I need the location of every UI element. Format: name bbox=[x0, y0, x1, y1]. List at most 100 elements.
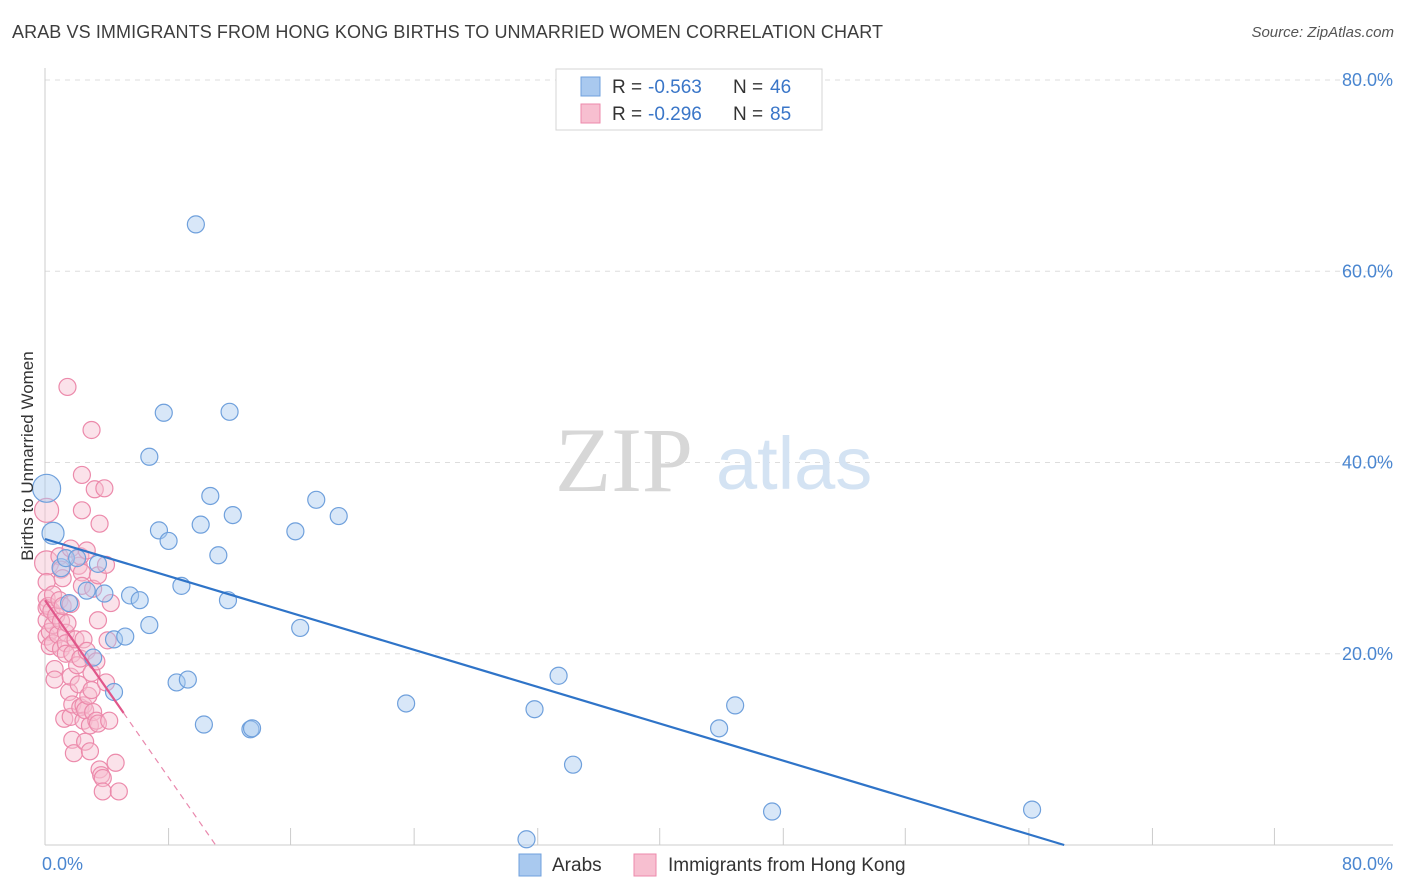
arab-point bbox=[154, 403, 173, 422]
hk-point bbox=[82, 680, 101, 700]
legend-n-label-arabs: N = bbox=[733, 77, 768, 98]
series-legend: Arabs Immigrants from Hong Kong bbox=[518, 853, 906, 877]
trend-line-arabs bbox=[44, 537, 1065, 847]
arab-point bbox=[104, 630, 124, 649]
arab-point bbox=[159, 531, 178, 551]
arab-points bbox=[32, 215, 1042, 849]
hk-point bbox=[90, 514, 109, 533]
legend-swatch-hk bbox=[580, 103, 601, 124]
arab-point bbox=[291, 618, 310, 638]
arab-point bbox=[762, 802, 782, 821]
axes bbox=[44, 68, 1393, 846]
arab-point bbox=[223, 505, 242, 525]
hk-point bbox=[106, 753, 125, 772]
y-tick-labels: 20.0% 40.0% 60.0% 80.0% bbox=[1342, 70, 1393, 664]
hk-point bbox=[72, 501, 92, 520]
hk-point bbox=[58, 377, 77, 397]
arab-point bbox=[194, 715, 213, 734]
hk-point bbox=[84, 579, 103, 598]
arab-point bbox=[242, 719, 262, 738]
arab-point bbox=[563, 755, 583, 774]
arab-point bbox=[241, 720, 260, 739]
hk-point bbox=[88, 714, 108, 733]
x-tick-label-min: 0.0% bbox=[42, 854, 83, 874]
hk-point bbox=[88, 611, 108, 630]
hk-point bbox=[34, 497, 60, 523]
legend-n-value-arabs: 46 bbox=[770, 77, 791, 98]
hk-point bbox=[79, 686, 98, 705]
arab-point bbox=[286, 522, 305, 541]
arab-point bbox=[59, 593, 79, 613]
legend-r-label-hk: R = bbox=[612, 104, 647, 125]
hk-point bbox=[101, 593, 120, 613]
hk-point bbox=[93, 768, 112, 788]
hk-points bbox=[34, 377, 128, 801]
bottom-swatch-arabs bbox=[518, 853, 542, 877]
arab-point bbox=[130, 591, 149, 610]
arab-point bbox=[51, 558, 71, 578]
arab-point bbox=[88, 554, 108, 573]
legend-swatch-arabs bbox=[580, 76, 601, 97]
arab-point bbox=[120, 586, 140, 605]
hk-point bbox=[109, 782, 128, 801]
arab-point bbox=[167, 673, 186, 692]
hk-point bbox=[76, 732, 95, 751]
grid-lines bbox=[45, 79, 1393, 655]
arab-point bbox=[209, 546, 228, 565]
arab-point bbox=[709, 719, 729, 738]
bottom-label-hk: Immigrants from Hong Kong bbox=[668, 855, 906, 876]
bottom-swatch-hk bbox=[633, 853, 657, 877]
hk-point bbox=[56, 644, 75, 663]
arab-point bbox=[140, 615, 159, 635]
arab-point bbox=[32, 473, 62, 503]
legend-n-label-hk: N = bbox=[733, 104, 768, 125]
legend-n-value-hk: 85 bbox=[770, 104, 791, 125]
source-credit: Source: ZipAtlas.com bbox=[1251, 24, 1394, 41]
arab-point bbox=[77, 581, 96, 600]
hk-point bbox=[85, 480, 104, 499]
chart-title: ARAB VS IMMIGRANTS FROM HONG KONG BIRTHS… bbox=[12, 22, 884, 42]
bottom-label-arabs: Arabs bbox=[552, 855, 602, 876]
trend-lines bbox=[44, 537, 1065, 847]
hk-point bbox=[64, 744, 83, 763]
arab-point bbox=[307, 490, 326, 509]
hk-point bbox=[45, 670, 64, 689]
hk-point bbox=[55, 709, 74, 728]
arab-point bbox=[329, 506, 348, 526]
hk-point bbox=[100, 711, 119, 730]
arab-point bbox=[191, 515, 210, 534]
watermark-atlas: atlas bbox=[716, 422, 872, 505]
arab-point bbox=[201, 486, 220, 506]
arab-point bbox=[95, 584, 114, 603]
stats-legend: R = -0.563 N = 46 R = -0.296 N = 85 bbox=[555, 68, 823, 131]
arab-point bbox=[726, 696, 745, 715]
hk-point bbox=[45, 659, 64, 679]
hk-point bbox=[93, 782, 112, 801]
watermark-zip: ZIP bbox=[555, 409, 693, 511]
arab-point bbox=[116, 627, 135, 646]
legend-r-label-arabs: R = bbox=[612, 77, 647, 98]
y-tick-label: 40.0% bbox=[1342, 453, 1393, 473]
legend-r-value-arabs: -0.563 bbox=[648, 77, 702, 98]
y-tick-label: 20.0% bbox=[1342, 644, 1393, 664]
arab-point bbox=[220, 402, 239, 421]
arab-point bbox=[549, 666, 568, 685]
arab-point bbox=[140, 447, 159, 466]
y-tick-label: 60.0% bbox=[1342, 261, 1393, 281]
y-axis-label: Births to Unmarried Women bbox=[18, 351, 37, 560]
y-tick-label: 80.0% bbox=[1342, 70, 1393, 90]
hk-point bbox=[74, 630, 93, 649]
arab-point bbox=[84, 648, 103, 667]
x-tick-label-max: 80.0% bbox=[1342, 854, 1393, 874]
hk-point bbox=[72, 465, 92, 485]
arab-point bbox=[1022, 800, 1042, 819]
arab-point bbox=[186, 215, 205, 234]
hk-point bbox=[87, 711, 106, 730]
hk-point bbox=[95, 479, 114, 498]
arab-point bbox=[517, 830, 536, 849]
arab-point bbox=[67, 549, 87, 568]
hk-point bbox=[82, 420, 101, 440]
legend-r-value-hk: -0.296 bbox=[648, 104, 702, 125]
watermark: ZIP atlas bbox=[555, 409, 872, 511]
